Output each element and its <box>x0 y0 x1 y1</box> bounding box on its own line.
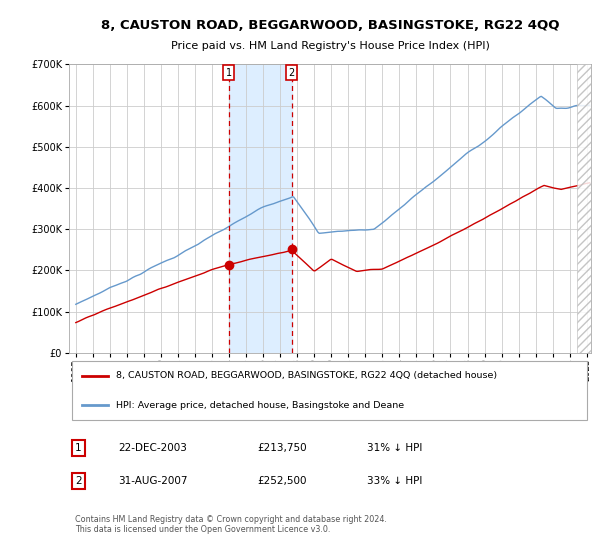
Text: 33% ↓ HPI: 33% ↓ HPI <box>367 476 422 486</box>
Text: £213,750: £213,750 <box>257 443 307 453</box>
Text: HPI: Average price, detached house, Basingstoke and Deane: HPI: Average price, detached house, Basi… <box>116 401 404 410</box>
Text: 2: 2 <box>289 68 295 78</box>
Text: 31-AUG-2007: 31-AUG-2007 <box>119 476 188 486</box>
Text: 31% ↓ HPI: 31% ↓ HPI <box>367 443 422 453</box>
Text: 1: 1 <box>75 443 82 453</box>
Text: 22-DEC-2003: 22-DEC-2003 <box>119 443 187 453</box>
Text: Price paid vs. HM Land Registry's House Price Index (HPI): Price paid vs. HM Land Registry's House … <box>170 41 490 52</box>
Text: Contains HM Land Registry data © Crown copyright and database right 2024.
This d: Contains HM Land Registry data © Crown c… <box>75 515 387 534</box>
Text: 2: 2 <box>75 476 82 486</box>
Text: 8, CAUSTON ROAD, BEGGARWOOD, BASINGSTOKE, RG22 4QQ: 8, CAUSTON ROAD, BEGGARWOOD, BASINGSTOKE… <box>101 18 559 32</box>
Text: £252,500: £252,500 <box>257 476 307 486</box>
Text: 1: 1 <box>226 68 232 78</box>
Bar <box>577 64 591 353</box>
FancyBboxPatch shape <box>71 361 587 420</box>
Bar <box>229 64 292 353</box>
Text: 8, CAUSTON ROAD, BEGGARWOOD, BASINGSTOKE, RG22 4QQ (detached house): 8, CAUSTON ROAD, BEGGARWOOD, BASINGSTOKE… <box>116 371 497 380</box>
